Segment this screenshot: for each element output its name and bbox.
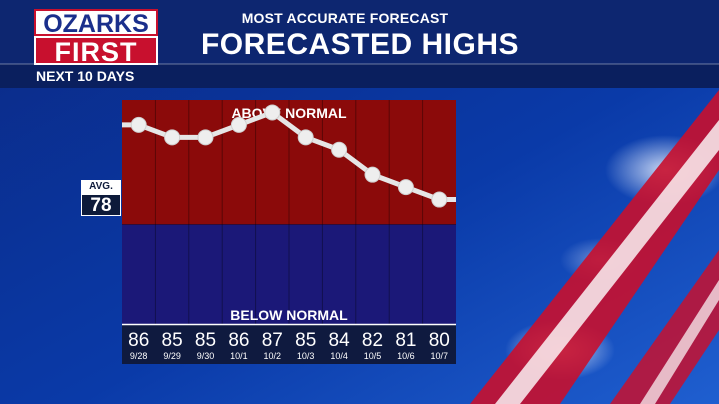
data-point-10/4 <box>331 141 348 158</box>
data-point-9/30 <box>197 129 214 146</box>
data-point-10/1 <box>230 116 247 133</box>
data-point-10/3 <box>297 129 314 146</box>
value-label-9/28: 86 <box>128 330 149 351</box>
date-label-10/4: 10/4 <box>330 351 348 361</box>
value-label-10/3: 85 <box>295 330 316 351</box>
brand-logo: OZARKS FIRST <box>34 9 158 67</box>
header-title: FORECASTED HIGHS <box>200 28 520 61</box>
value-label-10/2: 87 <box>262 330 283 351</box>
subtitle: NEXT 10 DAYS <box>36 68 135 84</box>
labels-band <box>122 324 456 364</box>
date-label-10/1: 10/1 <box>230 351 248 361</box>
data-point-10/5 <box>364 166 381 183</box>
average-value: 78 <box>81 194 121 216</box>
below-normal-label: BELOW NORMAL <box>230 307 348 323</box>
value-label-10/4: 84 <box>329 330 351 351</box>
value-label-10/7: 80 <box>429 330 450 351</box>
date-label-10/5: 10/5 <box>364 351 382 361</box>
value-label-10/6: 81 <box>395 330 416 351</box>
average-badge: AVG. 78 <box>81 180 121 216</box>
date-label-10/7: 10/7 <box>431 351 449 361</box>
data-point-10/6 <box>397 179 414 196</box>
data-point-9/29 <box>164 129 181 146</box>
date-label-9/28: 9/28 <box>130 351 148 361</box>
date-label-10/6: 10/6 <box>397 351 415 361</box>
header-tagline: MOST ACCURATE FORECAST <box>241 10 449 26</box>
average-label: AVG. <box>81 180 121 194</box>
brand-line2: FIRST <box>34 36 158 67</box>
value-label-10/5: 82 <box>362 330 383 351</box>
data-point-10/2 <box>264 104 281 121</box>
above-normal-region <box>122 100 456 225</box>
below-normal-region <box>122 224 456 324</box>
data-point-9/28 <box>130 116 147 133</box>
data-point-10/7 <box>431 191 448 208</box>
date-label-9/30: 9/30 <box>197 351 215 361</box>
date-label-10/2: 10/2 <box>264 351 282 361</box>
date-label-9/29: 9/29 <box>163 351 181 361</box>
date-label-10/3: 10/3 <box>297 351 315 361</box>
value-label-10/1: 86 <box>228 330 249 351</box>
value-label-9/30: 85 <box>195 330 216 351</box>
value-label-9/29: 85 <box>162 330 183 351</box>
brand-line1: OZARKS <box>34 9 158 38</box>
